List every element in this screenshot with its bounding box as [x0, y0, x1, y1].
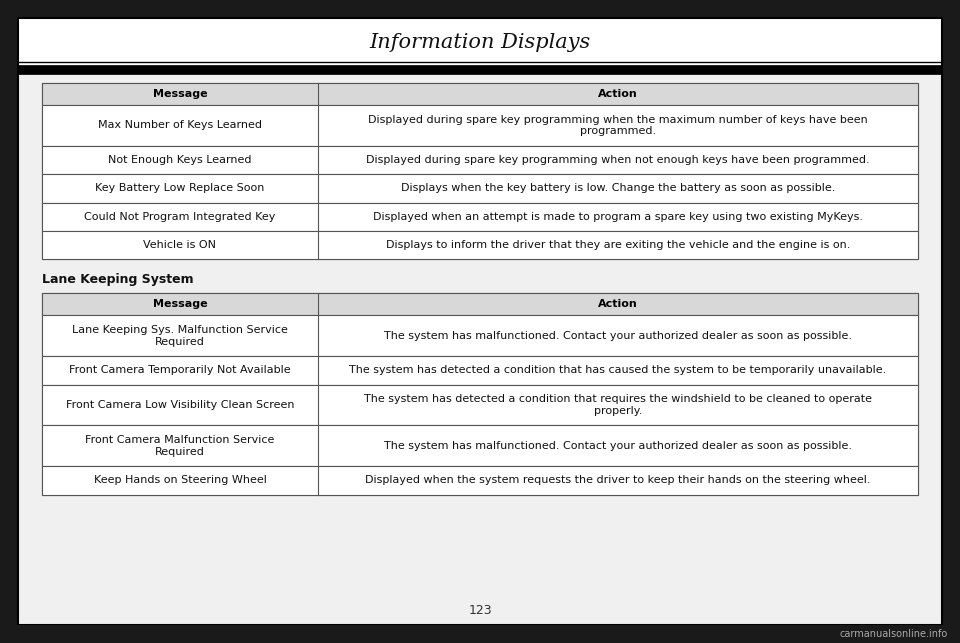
Text: Displayed during spare key programming when not enough keys have been programmed: Displayed during spare key programming w… — [366, 155, 870, 165]
Text: Lane Keeping System: Lane Keeping System — [42, 273, 194, 286]
Bar — [42, 146, 918, 174]
Text: Vehicle is ON: Vehicle is ON — [143, 240, 216, 250]
Bar — [0, 625, 960, 643]
Text: The system has malfunctioned. Contact your authorized dealer as soon as possible: The system has malfunctioned. Contact yo… — [384, 441, 852, 451]
Text: Information Displays: Information Displays — [370, 33, 590, 53]
Bar — [42, 426, 918, 466]
Text: Displayed when an attempt is made to program a spare key using two existing MyKe: Displayed when an attempt is made to pro… — [373, 212, 863, 222]
Bar — [42, 316, 918, 356]
Bar — [42, 293, 918, 316]
Text: The system has detected a condition that requires the windshield to be cleaned t: The system has detected a condition that… — [364, 394, 872, 416]
Text: Could Not Program Integrated Key: Could Not Program Integrated Key — [84, 212, 276, 222]
Text: Action: Action — [598, 89, 637, 99]
Text: Displays to inform the driver that they are exiting the vehicle and the engine i: Displays to inform the driver that they … — [386, 240, 851, 250]
Text: carmanualsonline.info: carmanualsonline.info — [840, 629, 948, 639]
Bar — [42, 174, 918, 203]
Bar — [42, 293, 918, 494]
Text: Front Camera Temporarily Not Available: Front Camera Temporarily Not Available — [69, 365, 291, 376]
Text: Not Enough Keys Learned: Not Enough Keys Learned — [108, 155, 252, 165]
Text: Max Number of Keys Learned: Max Number of Keys Learned — [98, 120, 262, 131]
Text: Message: Message — [153, 300, 207, 309]
Text: Displayed when the system requests the driver to keep their hands on the steerin: Displayed when the system requests the d… — [365, 475, 871, 485]
Text: The system has malfunctioned. Contact your authorized dealer as soon as possible: The system has malfunctioned. Contact yo… — [384, 331, 852, 341]
Bar — [42, 466, 918, 494]
Text: Front Camera Malfunction Service
Required: Front Camera Malfunction Service Require… — [85, 435, 275, 457]
Bar — [42, 231, 918, 259]
Bar — [42, 356, 918, 385]
Bar — [42, 385, 918, 426]
Bar — [42, 105, 918, 146]
Text: 123: 123 — [468, 604, 492, 617]
Text: Front Camera Low Visibility Clean Screen: Front Camera Low Visibility Clean Screen — [65, 400, 294, 410]
Text: Keep Hands on Steering Wheel: Keep Hands on Steering Wheel — [93, 475, 267, 485]
Text: Message: Message — [153, 89, 207, 99]
Text: Displayed during spare key programming when the maximum number of keys have been: Displayed during spare key programming w… — [368, 114, 868, 136]
Text: Action: Action — [598, 300, 637, 309]
Bar — [42, 203, 918, 231]
Text: The system has detected a condition that has caused the system to be temporarily: The system has detected a condition that… — [349, 365, 887, 376]
Bar — [42, 83, 918, 259]
Bar — [42, 83, 918, 105]
Bar — [18, 72, 942, 625]
Text: Key Battery Low Replace Soon: Key Battery Low Replace Soon — [95, 183, 265, 194]
Text: Displays when the key battery is low. Change the battery as soon as possible.: Displays when the key battery is low. Ch… — [400, 183, 835, 194]
Text: Lane Keeping Sys. Malfunction Service
Required: Lane Keeping Sys. Malfunction Service Re… — [72, 325, 288, 347]
